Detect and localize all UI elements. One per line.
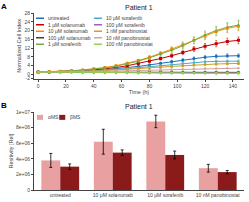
- svg-text:10 μM sorafenib: 10 μM sorafenib: [147, 192, 183, 198]
- svg-text:4: 4: [27, 62, 30, 68]
- svg-text:140: 140: [229, 83, 238, 89]
- svg-text:80: 80: [147, 83, 153, 89]
- svg-text:-2: -2: [26, 75, 31, 81]
- svg-text:10 μM solanumab: 10 μM solanumab: [48, 28, 88, 34]
- svg-text:0: 0: [27, 187, 30, 193]
- svg-text:Patient 1: Patient 1: [125, 103, 153, 110]
- svg-text:60: 60: [119, 83, 125, 89]
- svg-text:20: 20: [24, 27, 30, 33]
- svg-text:20: 20: [63, 83, 69, 89]
- svg-text:0: 0: [27, 71, 30, 77]
- svg-text:10 nM panobinostat: 10 nM panobinostat: [106, 35, 151, 41]
- svg-text:Time (h): Time (h): [129, 89, 149, 95]
- svg-text:100 nM panobinostat: 100 nM panobinostat: [106, 41, 153, 47]
- svg-text:2e+06: 2e+06: [16, 171, 30, 177]
- svg-text:8e+06: 8e+06: [16, 124, 30, 130]
- svg-text:12: 12: [24, 45, 30, 51]
- svg-text:A: A: [1, 2, 7, 11]
- svg-text:100 μM solanumab: 100 μM solanumab: [48, 35, 91, 41]
- svg-text:6e+06: 6e+06: [16, 140, 30, 146]
- svg-text:10 μM sorafenib: 10 μM sorafenib: [106, 15, 142, 21]
- svg-text:Patient 1: Patient 1: [125, 4, 153, 11]
- svg-text:40: 40: [91, 83, 97, 89]
- svg-text:10 μM solanumab: 10 μM solanumab: [93, 192, 133, 198]
- svg-text:1 nM panobinostat: 1 nM panobinostat: [106, 28, 148, 34]
- svg-text:Normalized Cell Index: Normalized Cell Index: [16, 19, 22, 73]
- svg-text:100: 100: [173, 83, 182, 89]
- svg-text:αMS: αMS: [48, 114, 59, 120]
- svg-text:120: 120: [201, 83, 210, 89]
- svg-text:10 nM panobinostat: 10 nM panobinostat: [196, 192, 241, 198]
- svg-text:1e+07: 1e+07: [16, 109, 30, 115]
- svg-text:0: 0: [37, 83, 40, 89]
- svg-text:βMS: βMS: [70, 114, 81, 120]
- svg-text:B: B: [1, 101, 7, 110]
- svg-text:untreated: untreated: [48, 15, 69, 21]
- svg-text:1 μM solanumab: 1 μM solanumab: [48, 22, 85, 28]
- svg-text:4e+06: 4e+06: [16, 156, 30, 162]
- svg-text:1 μM sorafenib: 1 μM sorafenib: [48, 41, 81, 47]
- svg-text:untreated: untreated: [50, 192, 71, 198]
- svg-text:100 μM sorafenib: 100 μM sorafenib: [106, 22, 145, 28]
- svg-text:8: 8: [27, 54, 30, 60]
- svg-text:28: 28: [24, 10, 30, 16]
- svg-text:24: 24: [24, 19, 30, 25]
- svg-text:Resitivity [Rel]: Resitivity [Rel]: [8, 133, 14, 168]
- svg-text:16: 16: [24, 36, 30, 42]
